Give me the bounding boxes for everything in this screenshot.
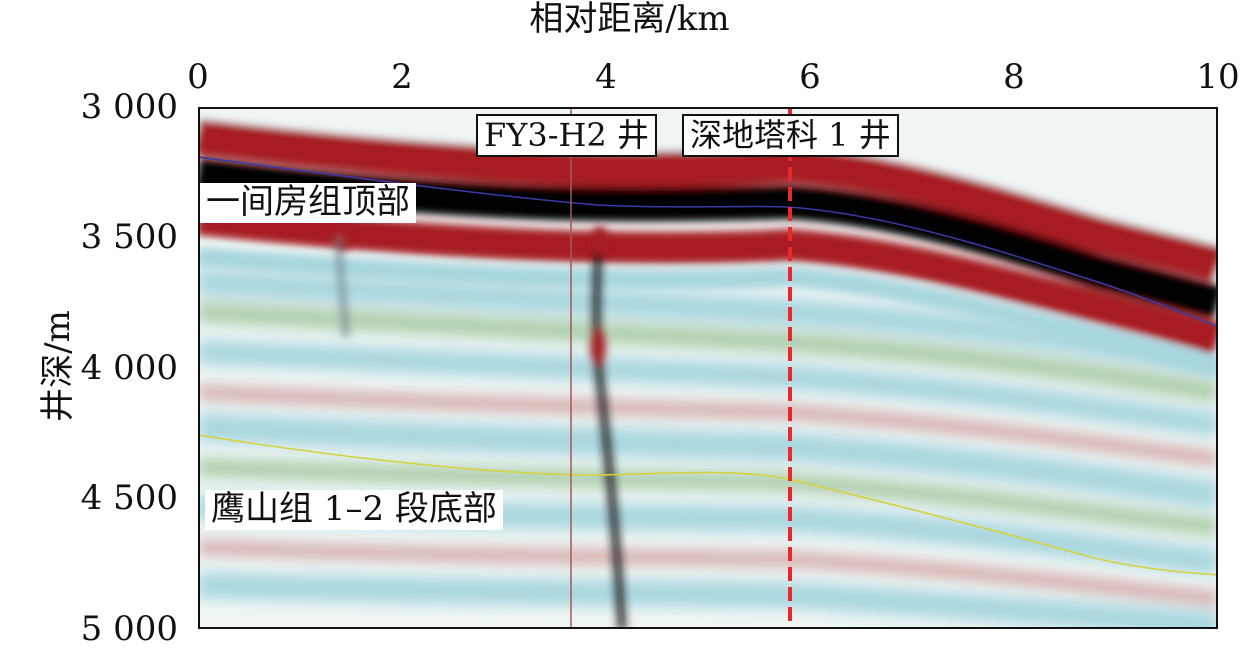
x-tick-label: 0 xyxy=(187,57,209,97)
seismic-profile-image xyxy=(198,107,1218,629)
x-axis-title: 相对距离/km xyxy=(529,0,730,39)
y-tick-label: 3 000 xyxy=(80,87,178,127)
x-tick-label: 4 xyxy=(595,57,617,97)
well-label: FY3-H2 井 xyxy=(476,114,657,157)
x-tick-label: 6 xyxy=(799,57,821,97)
y-tick-label: 4 000 xyxy=(80,348,178,388)
y-tick-label: 4 500 xyxy=(80,478,178,518)
strong-reflections xyxy=(198,107,1218,379)
y-tick-label: 5 000 xyxy=(80,609,178,649)
x-tick-label: 8 xyxy=(1003,57,1025,97)
horizon-label: 一间房组顶部 xyxy=(200,183,416,223)
horizon-bottom-line xyxy=(198,434,1218,576)
fault-zone xyxy=(334,219,627,629)
horizon-top-line xyxy=(198,156,1218,328)
x-tick-label: 2 xyxy=(391,57,413,97)
x-tick-label: 10 xyxy=(1196,57,1240,97)
horizon-label: 鹰山组 1–2 段底部 xyxy=(205,490,503,530)
y-tick-label: 3 500 xyxy=(80,217,178,257)
y-axis-title: 井深/m xyxy=(38,310,78,422)
plot-border xyxy=(198,107,1218,629)
seismic-section xyxy=(198,107,1218,629)
well-label: 深地塔科 1 井 xyxy=(682,114,899,157)
deep-reflections xyxy=(198,269,1218,629)
